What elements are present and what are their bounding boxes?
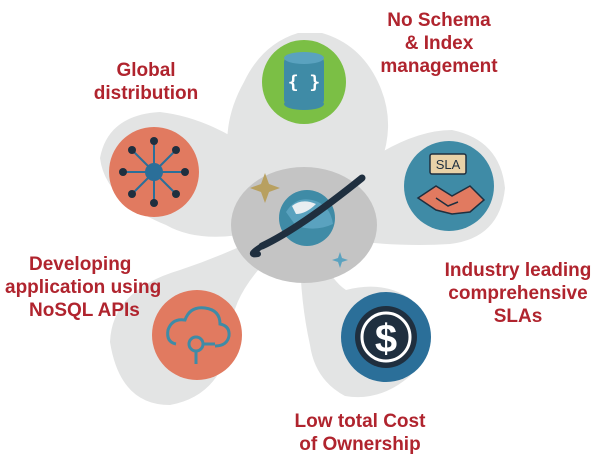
cloud-connector-icon <box>166 306 231 364</box>
label-line: distribution <box>93 83 199 104</box>
label-industry-sla: Industry leading comprehensive SLAs <box>436 259 600 328</box>
label-line: comprehensive <box>448 283 588 304</box>
label-no-schema: No Schema & Index management <box>376 9 502 78</box>
label-line: Developing <box>29 254 132 275</box>
sparkle-gold <box>250 173 280 203</box>
label-line: of Ownership <box>299 434 421 455</box>
nosql-node <box>152 290 242 380</box>
cost-node: $ <box>341 292 431 382</box>
label-global-distribution: Global distribution <box>76 59 216 105</box>
schema-node: { } <box>262 40 346 124</box>
label-line: Industry leading <box>444 260 592 281</box>
database-cylinder-icon: { } <box>284 52 324 110</box>
svg-text:$: $ <box>375 317 397 361</box>
label-line: application using <box>5 277 162 298</box>
label-developing-nosql: Developing application using NoSQL APIs <box>5 253 165 322</box>
label-line: management <box>380 56 498 77</box>
sparkle-blue <box>332 252 348 268</box>
label-line: SLAs <box>493 306 543 327</box>
label-line: Low total Cost <box>294 411 426 432</box>
sla-badge-text: SLA <box>436 157 461 172</box>
svg-text:{ }: { } <box>288 72 321 93</box>
label-line: No Schema <box>387 10 491 31</box>
label-line: NoSQL APIs <box>29 300 140 321</box>
cosmos-planet-logo <box>249 174 366 258</box>
dollar-coin-icon: $ <box>355 306 417 368</box>
label-line: & Index <box>404 33 474 54</box>
sla-node: SLA <box>404 141 494 231</box>
label-line: Global <box>116 60 176 81</box>
network-hub-icon <box>119 137 189 207</box>
global-node <box>109 127 199 217</box>
label-low-cost: Low total Cost of Ownership <box>280 410 440 456</box>
sla-handshake-icon: SLA <box>416 153 486 215</box>
